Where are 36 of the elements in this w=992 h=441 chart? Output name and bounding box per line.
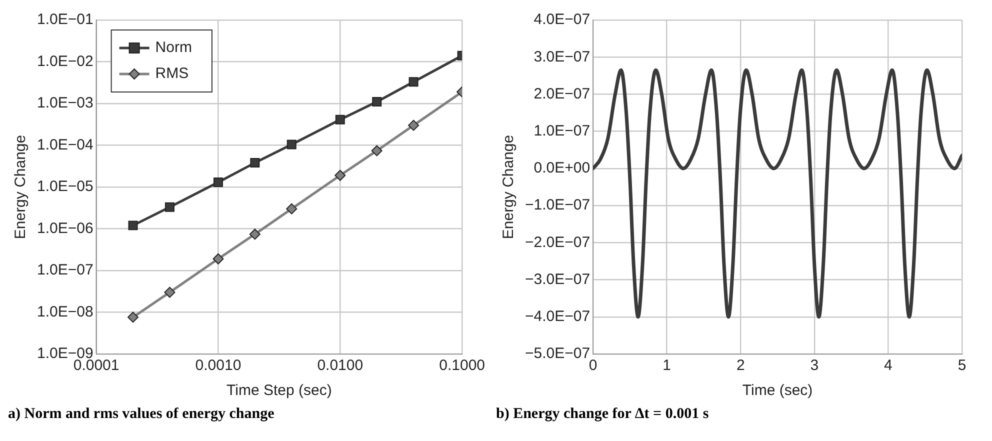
text: b) Energy change for Δt = 0.001 s: [496, 406, 710, 423]
y-tick-label: 0.0E+00: [534, 160, 590, 177]
y-tick-label: −4.0E−07: [525, 308, 590, 326]
x-axis-title: Time (sec): [742, 382, 813, 400]
y-tick-label: −5.0E−07: [525, 345, 590, 362]
y-axis-title: Energy Change: [500, 134, 518, 240]
x-tick-label: 0.1000: [439, 357, 486, 374]
line-series: [593, 68, 962, 319]
y-tick-label: 1.0E−01: [36, 11, 94, 28]
y-tick-label: −1.0E−07: [525, 196, 590, 214]
x-tick-label: 5: [958, 357, 966, 374]
x-tick-label: 0: [588, 357, 598, 374]
x-tick-label: 3: [810, 357, 819, 374]
text: a) Norm and rms values of energy change: [8, 406, 276, 423]
y-tick-label: −2.0E−07: [525, 234, 590, 251]
y-tick-label: 3.0E−07: [534, 48, 590, 66]
x-tick-label: 1: [662, 357, 672, 374]
x-tick-label: 0.0100: [317, 357, 364, 374]
y-tick-label: 1.0E−04: [36, 136, 94, 154]
y-axis-title: Energy Change: [12, 134, 30, 240]
y-tick-label: 1.0E−07: [534, 122, 590, 140]
y-tick-label: 1.0E−02: [36, 52, 94, 70]
y-tick-label: 2.0E−07: [534, 85, 590, 102]
y-tick-label: 4.0E−07: [534, 11, 590, 28]
x-tick-label: 4: [884, 357, 892, 374]
legend-label: RMS: [155, 65, 189, 82]
x-tick-label: 2: [736, 357, 745, 374]
y-tick-label: 1.0E−03: [36, 94, 94, 112]
y-tick-label: −3.0E−07: [525, 270, 590, 288]
y-tick-label: 1.0E−06: [36, 220, 94, 237]
y-tick-label: 1.0E−05: [36, 178, 94, 196]
x-axis-title: Time Step (sec): [226, 382, 332, 400]
x-tick-label: 0.0010: [195, 357, 242, 374]
y-tick-label: 1.0E−07: [36, 262, 94, 279]
y-tick-label: 1.0E−08: [36, 303, 94, 320]
legend-label: Norm: [155, 39, 192, 56]
